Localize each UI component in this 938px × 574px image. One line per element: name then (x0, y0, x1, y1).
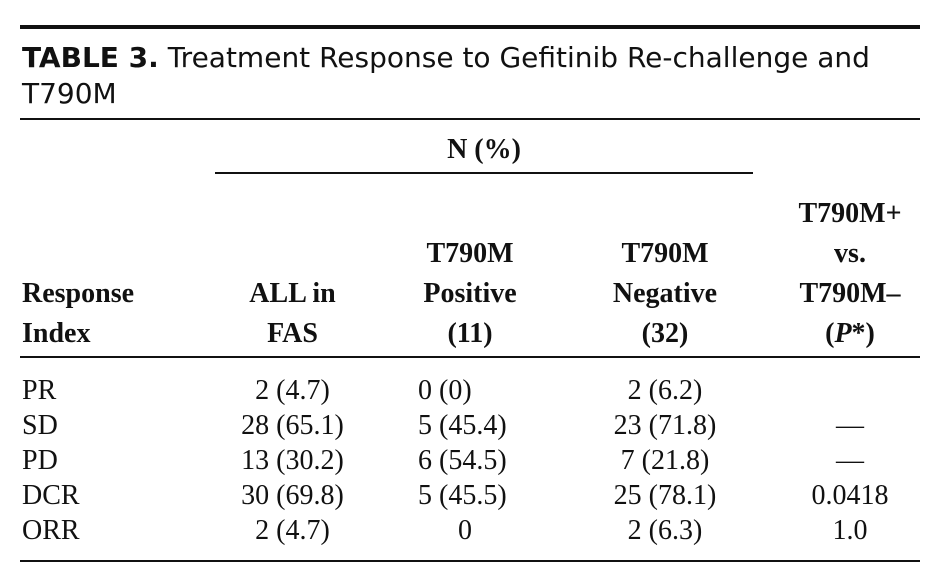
table-row: ORR 2 (4.7) 0 2 (6.3) 1.0 (0, 513, 938, 549)
column-header-line: vs. (834, 238, 866, 269)
column-header-line: Positive (423, 278, 517, 309)
table-caption: TABLE 3. Treatment Response to Gefitinib… (22, 40, 902, 112)
response-index-cell: DCR (22, 480, 80, 511)
column-header-p-value: T790M+ vs. T790M– (P*) (775, 194, 925, 354)
table-caption-label: TABLE 3. (22, 41, 159, 74)
response-index-cell: PR (22, 375, 57, 406)
column-header-line: Negative (612, 278, 718, 309)
caption-rule (20, 118, 920, 120)
column-header-line: Index (22, 318, 91, 349)
t790m-positive-cell: 0 (458, 515, 472, 546)
t790m-negative-cell: 2 (6.3) (627, 515, 703, 546)
column-header-line: T790M (621, 238, 709, 269)
p-value-cell: 1.0 (832, 515, 868, 546)
table-caption-text: Treatment Response to Gefitinib Re-chall… (22, 41, 870, 110)
t790m-positive-cell: 5 (45.5) (418, 480, 507, 511)
all-in-fas-cell: 2 (4.7) (255, 515, 330, 546)
t790m-negative-cell: 25 (78.1) (613, 480, 717, 511)
p-value-cell: — (836, 445, 864, 476)
t790m-positive-cell: 6 (54.5) (418, 445, 507, 476)
n-percent-header: N (%) (447, 134, 521, 165)
p-value-cell: — (836, 410, 864, 441)
n-percent-span-rule (215, 172, 753, 174)
all-in-fas-cell: 2 (4.7) (255, 375, 330, 406)
all-in-fas-cell: 30 (69.8) (241, 480, 344, 511)
response-index-cell: PD (22, 445, 58, 476)
column-header-line: T790M+ (798, 198, 902, 229)
t790m-negative-cell: 2 (6.2) (627, 375, 703, 406)
table-top-rule (20, 25, 920, 29)
response-index-cell: SD (22, 410, 58, 441)
column-header-line: T790M– (799, 278, 901, 309)
all-in-fas-cell: 28 (65.1) (241, 410, 344, 441)
p-value-cell: 0.0418 (811, 480, 889, 511)
t790m-negative-cell: 23 (71.8) (613, 410, 717, 441)
all-in-fas-cell: 13 (30.2) (241, 445, 344, 476)
column-header-line: T790M (426, 238, 514, 269)
column-header-line: (11) (447, 318, 493, 349)
column-header-t790m-negative: T790M Negative (32) (590, 234, 740, 354)
table-row: SD 28 (65.1) 5 (45.4) 23 (71.8) — (0, 408, 938, 444)
table-row: PD 13 (30.2) 6 (54.5) 7 (21.8) — (0, 443, 938, 479)
table-bottom-rule (20, 560, 920, 562)
column-header-response-index: Response Index (22, 274, 134, 354)
column-header-line: Response (22, 278, 135, 309)
column-header-line: FAS (267, 318, 318, 349)
header-rule (20, 356, 920, 358)
column-header-line: (32) (641, 318, 689, 349)
t790m-positive-cell: 0 (0) (418, 375, 472, 406)
t790m-positive-cell: 5 (45.4) (418, 410, 507, 441)
response-index-cell: ORR (22, 515, 80, 546)
table-row: DCR 30 (69.8) 5 (45.5) 25 (78.1) 0.0418 (0, 478, 938, 514)
t790m-negative-cell: 7 (21.8) (620, 445, 710, 476)
table-row: PR 2 (4.7) 0 (0) 2 (6.2) (0, 373, 938, 409)
column-header-t790m-positive: T790M Positive (11) (400, 234, 540, 354)
column-header-line: ALL in (249, 278, 336, 309)
column-header-all-in-fas: ALL in FAS (225, 274, 360, 354)
column-header-line: (P*) (825, 318, 875, 349)
